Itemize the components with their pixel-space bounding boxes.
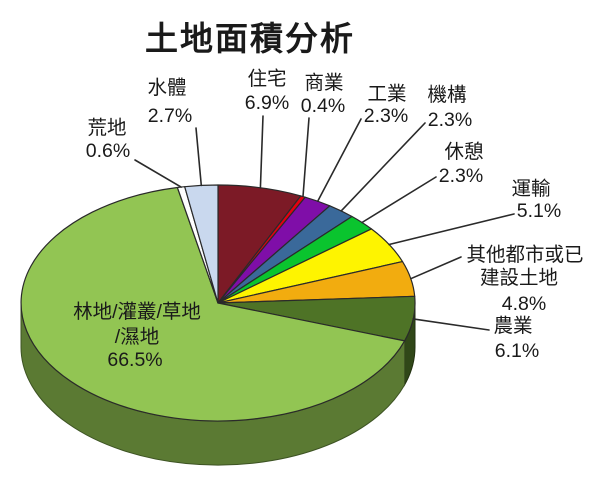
slice-label-qita-line1: 其他都市或已 xyxy=(466,244,583,266)
leader-line-shuiti xyxy=(195,127,203,187)
slice-label-nongye-line2: 6.1% xyxy=(495,340,539,362)
slice-label-qita-line3: 4.8% xyxy=(502,293,546,315)
slice-label-lindi-line3: 66.5% xyxy=(107,349,162,371)
slice-label-gongye-line1: 工業 xyxy=(367,83,406,105)
slice-label-shangye-line1: 商業 xyxy=(304,72,343,94)
slice-label-yunshu-line2: 5.1% xyxy=(517,200,561,222)
slice-label-lindi-line2: /濕地 xyxy=(115,326,159,348)
slice-label-shuiti-line1: 水體 xyxy=(147,77,186,99)
slice-label-xiuqi-line1: 休憩 xyxy=(444,141,483,163)
leader-line-nongye xyxy=(412,318,490,331)
leader-line-huangdi xyxy=(134,159,182,188)
slice-label-zhuzhai-line2: 6.9% xyxy=(245,92,289,114)
slice-label-huangdi-line1: 荒地 xyxy=(87,117,126,139)
leader-line-xiuqi xyxy=(361,176,437,224)
leader-line-gongye xyxy=(316,118,362,202)
leader-line-yunshu xyxy=(388,213,515,246)
chart-title: 土地面積分析 xyxy=(145,20,355,57)
slice-label-zhuzhai-line1: 住宅 xyxy=(247,68,286,90)
slice-label-shuiti-line2: 2.7% xyxy=(148,105,192,127)
leader-line-qita xyxy=(410,256,462,280)
slice-label-lindi-line1: 林地/灌叢/草地 xyxy=(73,301,201,323)
pie-slice-lindi xyxy=(20,186,406,422)
slice-label-yunshu-line1: 運輸 xyxy=(511,178,550,200)
slice-label-gongye-line2: 2.3% xyxy=(364,105,408,127)
slice-label-jigou-line1: 機構 xyxy=(427,84,466,106)
leader-line-zhuzhai xyxy=(259,115,264,189)
slice-label-qita-line2: 建設土地 xyxy=(480,267,558,289)
leader-line-jigou xyxy=(340,122,426,212)
slice-label-nongye-line1: 農業 xyxy=(493,315,532,337)
slice-label-xiuqi-line2: 2.3% xyxy=(439,165,483,187)
slice-label-jigou-line2: 2.3% xyxy=(428,109,472,131)
slice-label-shangye-line2: 0.4% xyxy=(301,95,345,117)
leader-line-shangye xyxy=(302,117,310,198)
slice-label-huangdi-line2: 0.6% xyxy=(86,140,130,162)
